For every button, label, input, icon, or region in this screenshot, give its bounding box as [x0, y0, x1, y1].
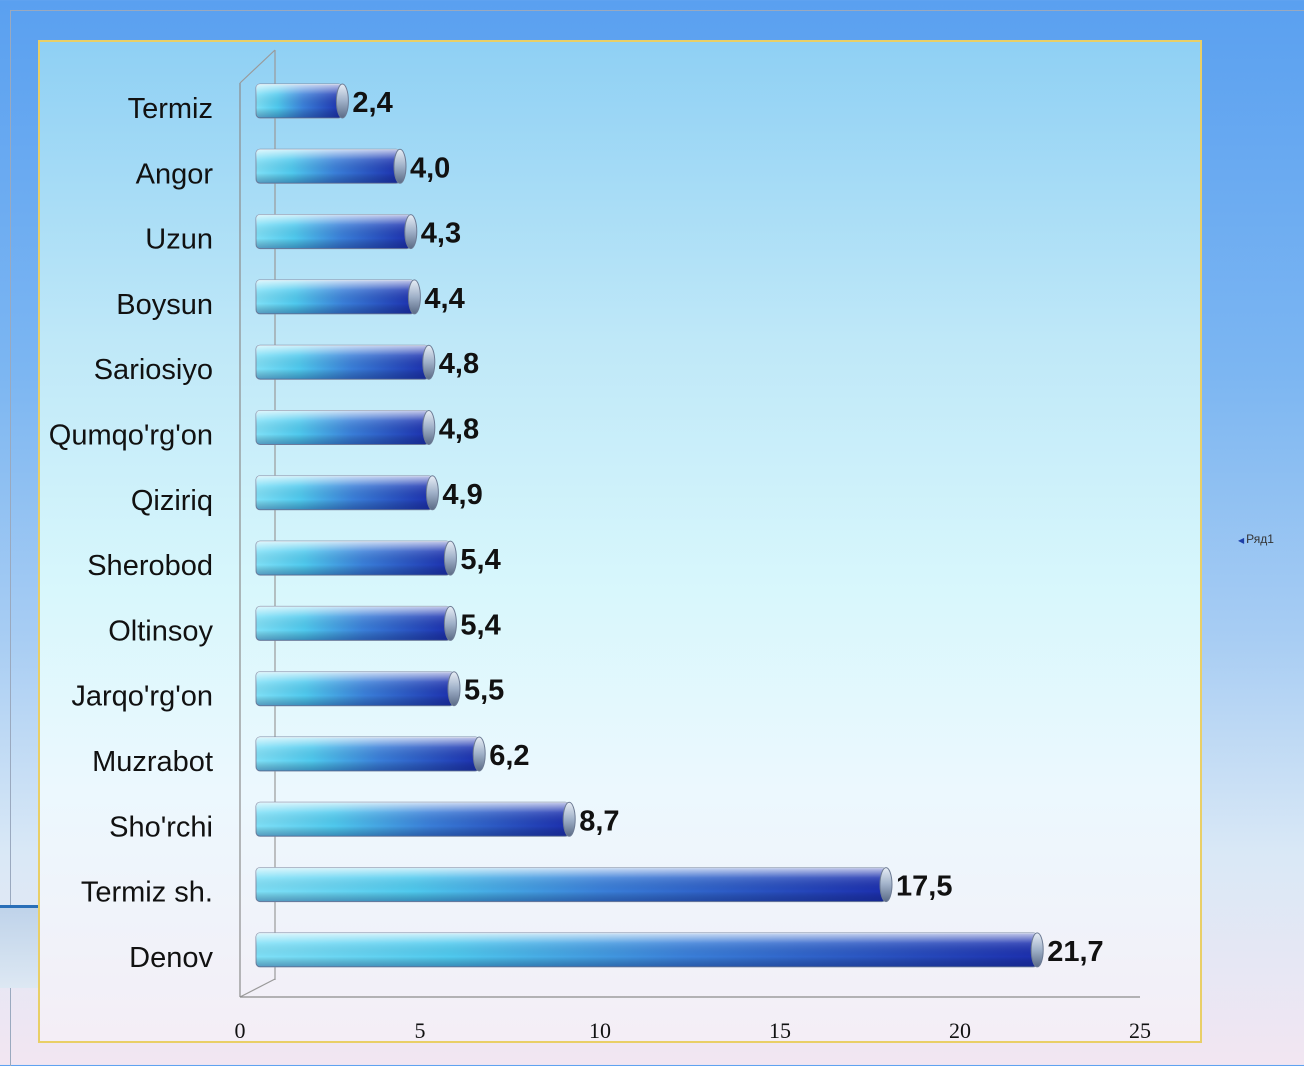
legend-marker-icon: ◀: [1238, 536, 1245, 545]
legend-series-label: Ряд1: [1246, 532, 1274, 546]
bar-end-cap: [422, 344, 436, 380]
data-label: 5,4: [460, 544, 500, 576]
data-label: 17,5: [896, 871, 952, 903]
bar-shine: [256, 149, 400, 184]
bar-shine: [256, 606, 451, 641]
x-tick-label: 15: [769, 1018, 791, 1043]
legend: ◀ Ряд1: [1238, 532, 1274, 546]
bar-shine: [256, 671, 454, 706]
bar-end-cap: [422, 410, 436, 445]
bar-shine: [256, 84, 343, 118]
bar-end-cap: [425, 475, 439, 511]
bar-shine: [256, 541, 451, 576]
data-label: 4,9: [442, 479, 482, 511]
category-label: Qumqo'rg'on: [49, 420, 213, 452]
category-label: Angor: [136, 158, 214, 190]
x-tick-label: 20: [949, 1018, 971, 1043]
category-label: Qiziriq: [131, 485, 213, 517]
bar-shine: [256, 867, 886, 902]
data-label: 4,3: [421, 218, 461, 250]
data-label: 21,7: [1047, 936, 1103, 968]
slide-accent-line: [0, 905, 40, 908]
category-label: Sho'rchi: [109, 811, 213, 843]
bar-shine: [256, 475, 433, 510]
data-label: 5,4: [460, 609, 500, 641]
wall-top-edge: [239, 49, 276, 84]
bar-end-cap: [447, 671, 461, 707]
bar-shine: [256, 932, 1038, 967]
chart-axes: [239, 49, 1140, 998]
slide-accent-box: [0, 908, 40, 988]
data-label: 4,0: [410, 152, 450, 184]
x-tick-label: 25: [1129, 1018, 1151, 1043]
bar-shine: [256, 410, 429, 445]
bar-end-cap: [472, 736, 486, 772]
category-label: Termiz sh.: [81, 877, 213, 909]
data-label: 6,2: [489, 740, 529, 772]
data-label: 4,4: [424, 283, 464, 315]
category-label: Sariosiyo: [94, 354, 213, 386]
bar-end-cap: [443, 540, 457, 576]
data-label: 4,8: [439, 348, 479, 380]
category-label: Sherobod: [87, 550, 213, 582]
x-tick-label: 0: [235, 1018, 246, 1043]
bar-end-cap: [335, 83, 349, 119]
category-label: Muzrabot: [92, 746, 213, 778]
x-tick-label: 10: [589, 1018, 611, 1043]
category-label: Jarqo'rg'on: [71, 681, 213, 713]
x-tick-label: 5: [415, 1018, 426, 1043]
data-label: 5,5: [464, 675, 504, 707]
bar-shine: [256, 214, 411, 249]
data-label: 2,4: [352, 87, 392, 119]
bar-end-cap: [404, 214, 418, 250]
bar-shine: [256, 345, 429, 380]
category-label: Denov: [129, 942, 213, 974]
floor-depth-edge: [239, 978, 276, 998]
bar-end-cap: [393, 148, 407, 184]
bar-shine: [256, 802, 570, 837]
bar-end-cap: [879, 867, 893, 903]
slide-frame: [10, 10, 1304, 1066]
bar-shine: [256, 737, 480, 771]
bar-end-cap: [562, 801, 576, 837]
bar-end-cap: [1030, 932, 1044, 968]
bar-end-cap: [407, 279, 421, 315]
category-label: Uzun: [145, 224, 213, 256]
category-label: Boysun: [116, 289, 213, 321]
data-label: 4,8: [439, 414, 479, 446]
category-label: Termiz: [128, 93, 213, 125]
category-label: Oltinsoy: [108, 615, 213, 647]
bars-group: [255, 83, 1044, 968]
data-label: 8,7: [579, 805, 619, 837]
bar-end-cap: [443, 605, 457, 641]
labels-group: 0 5 10 15 20 25 Termiz 2,4 Angor 4,0 Uzun 4,3 Boysun…: [49, 87, 1151, 1043]
bar-shine: [256, 279, 415, 314]
